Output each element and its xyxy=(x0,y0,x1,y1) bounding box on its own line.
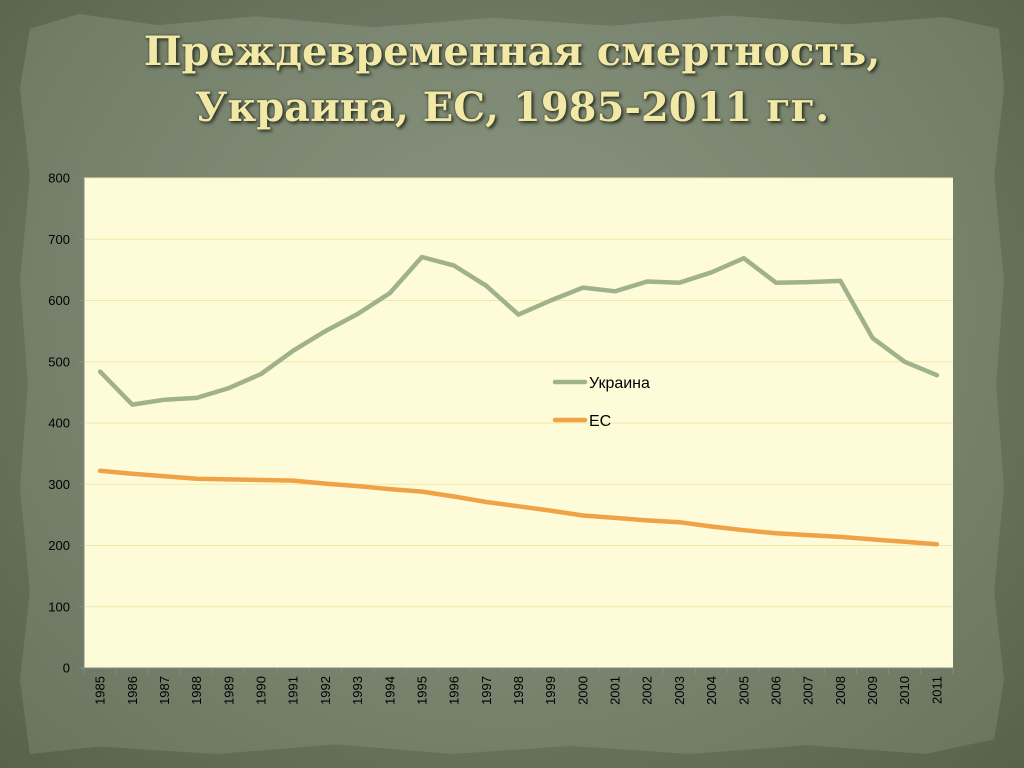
x-tick-label: 2006 xyxy=(768,676,783,705)
x-tick-label: 2011 xyxy=(929,676,944,704)
x-tick-label: 2010 xyxy=(897,676,912,705)
legend-label: ЕС xyxy=(589,413,611,430)
x-tick-label: 2008 xyxy=(833,676,848,705)
series-line xyxy=(97,254,940,407)
x-tick-label: 1992 xyxy=(318,676,333,705)
y-tick-label: 300 xyxy=(48,477,70,492)
x-tick-label: 1989 xyxy=(221,676,236,705)
x-tick-label: 2002 xyxy=(640,676,655,705)
x-tick-label: 1999 xyxy=(543,676,558,705)
x-tick-label: 1991 xyxy=(286,676,301,705)
y-tick-label: 400 xyxy=(48,416,70,431)
y-tick-label: 0 xyxy=(63,661,70,676)
y-tick-label: 600 xyxy=(48,293,70,308)
x-tick-label: 2004 xyxy=(704,676,719,705)
slide-title-line-1: Преждевременная смертность, xyxy=(143,28,881,75)
x-tick-label: 1988 xyxy=(189,676,204,705)
x-tick-label: 1995 xyxy=(414,676,429,705)
y-tick-label: 100 xyxy=(48,599,70,614)
x-tick-label: 2001 xyxy=(608,676,623,705)
slide-title-line-2: Украина, ЕС, 1985-2011 гг. xyxy=(194,84,830,131)
x-tick-label: 1990 xyxy=(254,676,269,705)
series-line xyxy=(97,468,940,547)
x-tick-label: 1997 xyxy=(479,676,494,705)
y-tick-label: 200 xyxy=(48,538,70,553)
x-tick-label: 2003 xyxy=(672,676,687,705)
x-axis-ticks: 1985 1986 1987 1988 1989 1990 1991 1992 1993 1994… xyxy=(83,668,954,705)
x-tick-label: 1994 xyxy=(382,676,397,705)
x-tick-label: 2009 xyxy=(865,676,880,705)
gridlines xyxy=(84,177,953,608)
x-tick-label: 1987 xyxy=(157,676,172,705)
y-axis-ticks: 0 100 200 300 400 500 600 700 800 xyxy=(48,171,84,676)
x-tick-label: 2007 xyxy=(801,676,816,705)
y-tick-label: 800 xyxy=(48,171,70,186)
x-tick-label: 1998 xyxy=(511,676,526,705)
x-tick-label: 1996 xyxy=(447,676,462,705)
x-tick-label: 1985 xyxy=(93,676,108,705)
y-tick-label: 500 xyxy=(48,354,70,369)
x-tick-label: 2000 xyxy=(575,676,590,705)
legend-label: Украина xyxy=(589,375,650,392)
x-tick-label: 2005 xyxy=(736,676,751,705)
series xyxy=(97,254,940,547)
x-tick-label: 1986 xyxy=(125,676,140,705)
y-tick-label: 700 xyxy=(48,232,70,247)
x-tick-label: 1993 xyxy=(350,676,365,705)
slide-title: Преждевременная смертность, Украина, ЕС,… xyxy=(0,24,1024,136)
legend: Украина ЕС xyxy=(552,375,650,430)
